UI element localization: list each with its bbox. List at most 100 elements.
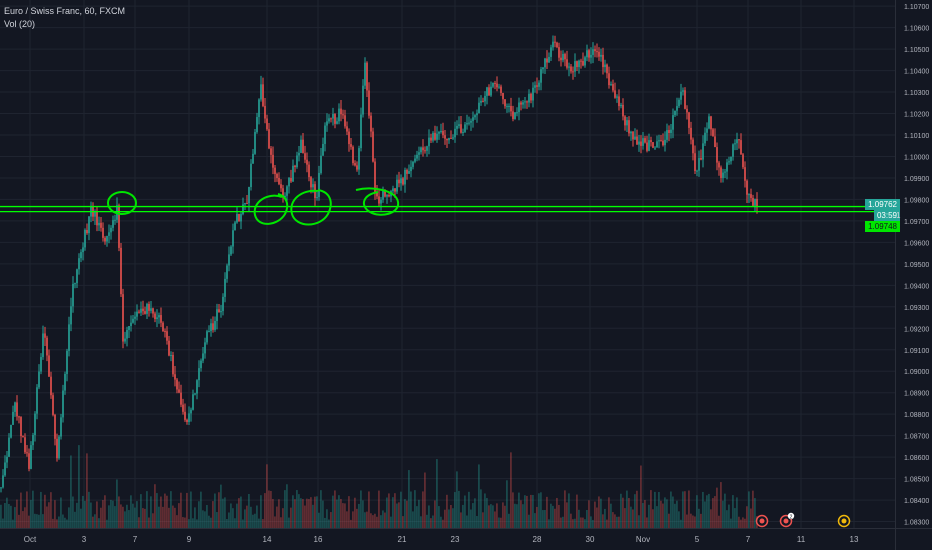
y-tick-label: 1.10600 [904, 26, 929, 33]
volume-bar [58, 516, 60, 528]
volume-bar [564, 490, 566, 528]
volume-bar [386, 497, 388, 528]
volume-bar [244, 509, 246, 528]
candle-body [380, 199, 382, 204]
candle-body [564, 54, 566, 60]
volume-indicator-label[interactable]: Vol (20) [4, 19, 36, 29]
candle-body [232, 230, 234, 247]
candle-body [36, 387, 38, 414]
candle-body [508, 106, 510, 108]
volume-bar [676, 500, 678, 528]
volume-bar [290, 507, 292, 528]
candle-body [728, 161, 730, 163]
volume-bar [14, 507, 16, 528]
candle-body [494, 82, 496, 84]
volume-bar [466, 515, 468, 528]
candle-body [190, 409, 192, 414]
volume-bar [640, 465, 642, 528]
annotation-circle-3[interactable] [290, 189, 332, 226]
volume-bar [602, 514, 604, 528]
volume-bar [70, 455, 72, 528]
volume-bar [232, 508, 234, 528]
volume-bar [318, 512, 320, 528]
volume-bar [424, 472, 426, 528]
volume-bar [584, 519, 586, 528]
candle-body [756, 199, 758, 208]
volume-bar [530, 494, 532, 528]
candle-body [562, 54, 564, 61]
candle-body [26, 452, 28, 454]
volume-bar [312, 504, 314, 528]
volume-bar [308, 499, 310, 528]
candle-body [748, 194, 750, 196]
candle-body [154, 313, 156, 320]
volume-bar [48, 502, 50, 528]
volume-bar [154, 484, 156, 528]
candle-body [370, 115, 372, 132]
symbol-title[interactable]: Euro / Swiss Franc, 60, FXCM [4, 6, 126, 16]
volume-bar [510, 452, 512, 528]
volume-bar [660, 500, 662, 528]
candle-body [208, 331, 210, 333]
candle-body [216, 309, 218, 321]
annotation-circle-2[interactable] [253, 193, 289, 225]
volume-bar [418, 499, 420, 528]
candle-body [328, 118, 330, 122]
candle-body [68, 324, 70, 351]
annotation-circle-1[interactable] [107, 191, 137, 215]
volume-bar [560, 517, 562, 528]
candle-body [160, 315, 162, 323]
candle-body [532, 87, 534, 101]
candle-body [76, 269, 78, 284]
candle-body [178, 389, 180, 393]
candle-body [72, 283, 74, 307]
volume-bar [738, 516, 740, 528]
candle-body [606, 64, 608, 74]
volume-bar [22, 511, 24, 528]
candle-body [362, 85, 364, 115]
candle-body [226, 265, 228, 279]
candle-body [300, 139, 302, 153]
candle-body [378, 196, 380, 204]
volume-bar [178, 503, 180, 528]
candle-body [480, 100, 482, 103]
price-axis[interactable]: 1.10700 1.10600 1.10500 1.10400 1.10300 1.102… [895, 0, 930, 550]
x-tick-label: 13 [850, 535, 859, 544]
volume-bar [410, 491, 412, 528]
volume-bar [324, 517, 326, 528]
candle-body [224, 278, 226, 297]
volume-bar [624, 508, 626, 528]
candle-body [186, 419, 188, 422]
volume-bar [270, 490, 272, 528]
candle-body [424, 150, 426, 152]
candle-body [158, 315, 160, 318]
volume-bar [18, 514, 20, 528]
candle-body [196, 380, 198, 394]
volume-bar [16, 499, 18, 528]
volume-bar [580, 517, 582, 528]
volume-bar [398, 502, 400, 528]
candle-body [632, 131, 634, 140]
event-markers[interactable]: 2 [755, 512, 851, 528]
candle-body [212, 323, 214, 330]
x-tick-label: 21 [398, 535, 407, 544]
time-axis[interactable]: Oct 3 7 9 14 16 21 23 28 30 Nov 5 7 11 13 [0, 528, 932, 545]
candle-body [628, 120, 630, 134]
volume-bar [692, 515, 694, 528]
candle-body [94, 211, 96, 217]
candle-body [278, 177, 280, 185]
candle-body [150, 308, 152, 311]
candle-body [366, 62, 368, 91]
candle-body [192, 394, 194, 410]
volume-bar [614, 514, 616, 528]
candle-body [580, 60, 582, 62]
volume-bar [264, 493, 266, 528]
annotation-circle-4[interactable] [355, 187, 400, 216]
candle-body [188, 413, 190, 422]
support-lines[interactable] [0, 205, 895, 213]
hand-drawn-circles[interactable] [107, 187, 400, 226]
y-tick-label: 1.08400 [904, 498, 929, 505]
candle-body [96, 211, 98, 226]
